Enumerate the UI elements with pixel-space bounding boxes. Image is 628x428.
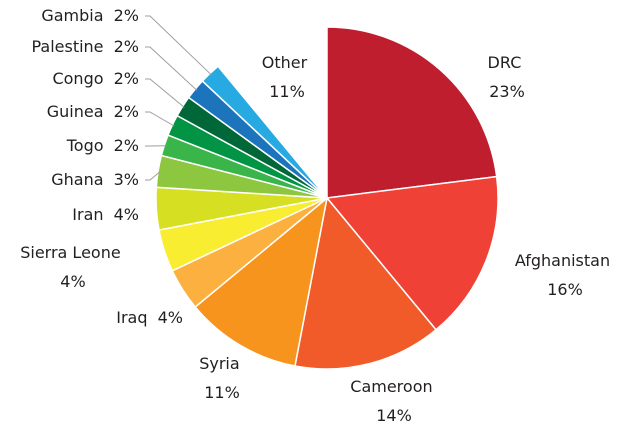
leader-lines bbox=[145, 15, 212, 181]
leader-line-ghana bbox=[145, 171, 161, 181]
label-afghanistan: Afghanistan 16% bbox=[515, 251, 615, 299]
leader-line-palestine bbox=[145, 46, 198, 91]
label-palestine-value: 2% bbox=[114, 37, 139, 56]
label-other-value: 11% bbox=[269, 82, 305, 101]
pie-slice-drc bbox=[326, 26, 498, 199]
leader-line-gambia bbox=[145, 15, 212, 76]
label-gambia-value: 2% bbox=[114, 6, 139, 25]
label-syria-value: 11% bbox=[204, 383, 240, 402]
label-ghana-name: Ghana bbox=[51, 170, 103, 189]
label-gambia-name: Gambia bbox=[41, 6, 103, 25]
label-guinea-name: Guinea bbox=[47, 102, 104, 121]
label-cameroon-name: Cameroon bbox=[350, 377, 432, 396]
label-palestine-name: Palestine bbox=[31, 37, 103, 56]
pie-slice-cameroon bbox=[294, 196, 438, 370]
label-iraq: Iraq 4% bbox=[116, 308, 183, 327]
label-guinea-value: 2% bbox=[114, 102, 139, 121]
label-other-name: Other bbox=[262, 53, 308, 72]
label-drc-name: DRC bbox=[488, 53, 522, 72]
label-ghana: Ghana 3% bbox=[51, 170, 139, 189]
label-iran-name: Iran bbox=[72, 205, 103, 224]
label-togo-name: Togo bbox=[66, 136, 104, 155]
label-iran: Iran 4% bbox=[72, 205, 139, 224]
label-iraq-name: Iraq bbox=[116, 308, 147, 327]
leader-line-guinea bbox=[145, 111, 175, 127]
leader-line-congo bbox=[145, 78, 185, 108]
label-iraq-value: 4% bbox=[158, 308, 183, 327]
label-congo-name: Congo bbox=[52, 69, 103, 88]
label-togo-value: 2% bbox=[114, 136, 139, 155]
label-other: Other 11% bbox=[262, 53, 313, 101]
label-sierra-leone-value: 4% bbox=[60, 272, 85, 291]
label-congo: Congo 2% bbox=[52, 69, 139, 88]
label-drc-value: 23% bbox=[489, 82, 525, 101]
label-cameroon: Cameroon 14% bbox=[350, 377, 437, 425]
pie-slice-syria bbox=[194, 196, 329, 367]
label-gambia: Gambia 2% bbox=[41, 6, 139, 25]
label-palestine: Palestine 2% bbox=[31, 37, 139, 56]
label-sierra-leone: Sierra Leone 4% bbox=[20, 243, 126, 291]
pie-slice-afghanistan bbox=[325, 175, 499, 331]
label-ghana-value: 3% bbox=[114, 170, 139, 189]
label-drc: DRC 23% bbox=[488, 53, 527, 101]
label-syria: Syria 11% bbox=[199, 354, 245, 402]
label-togo: Togo 2% bbox=[66, 136, 139, 155]
label-sierra-leone-name: Sierra Leone bbox=[20, 243, 120, 262]
label-afghanistan-value: 16% bbox=[547, 280, 583, 299]
label-congo-value: 2% bbox=[114, 69, 139, 88]
pie-slices bbox=[155, 26, 499, 370]
label-syria-name: Syria bbox=[199, 354, 239, 373]
label-cameroon-value: 14% bbox=[376, 406, 412, 425]
label-guinea: Guinea 2% bbox=[47, 102, 139, 121]
label-iran-value: 4% bbox=[114, 205, 139, 224]
label-afghanistan-name: Afghanistan bbox=[515, 251, 610, 270]
